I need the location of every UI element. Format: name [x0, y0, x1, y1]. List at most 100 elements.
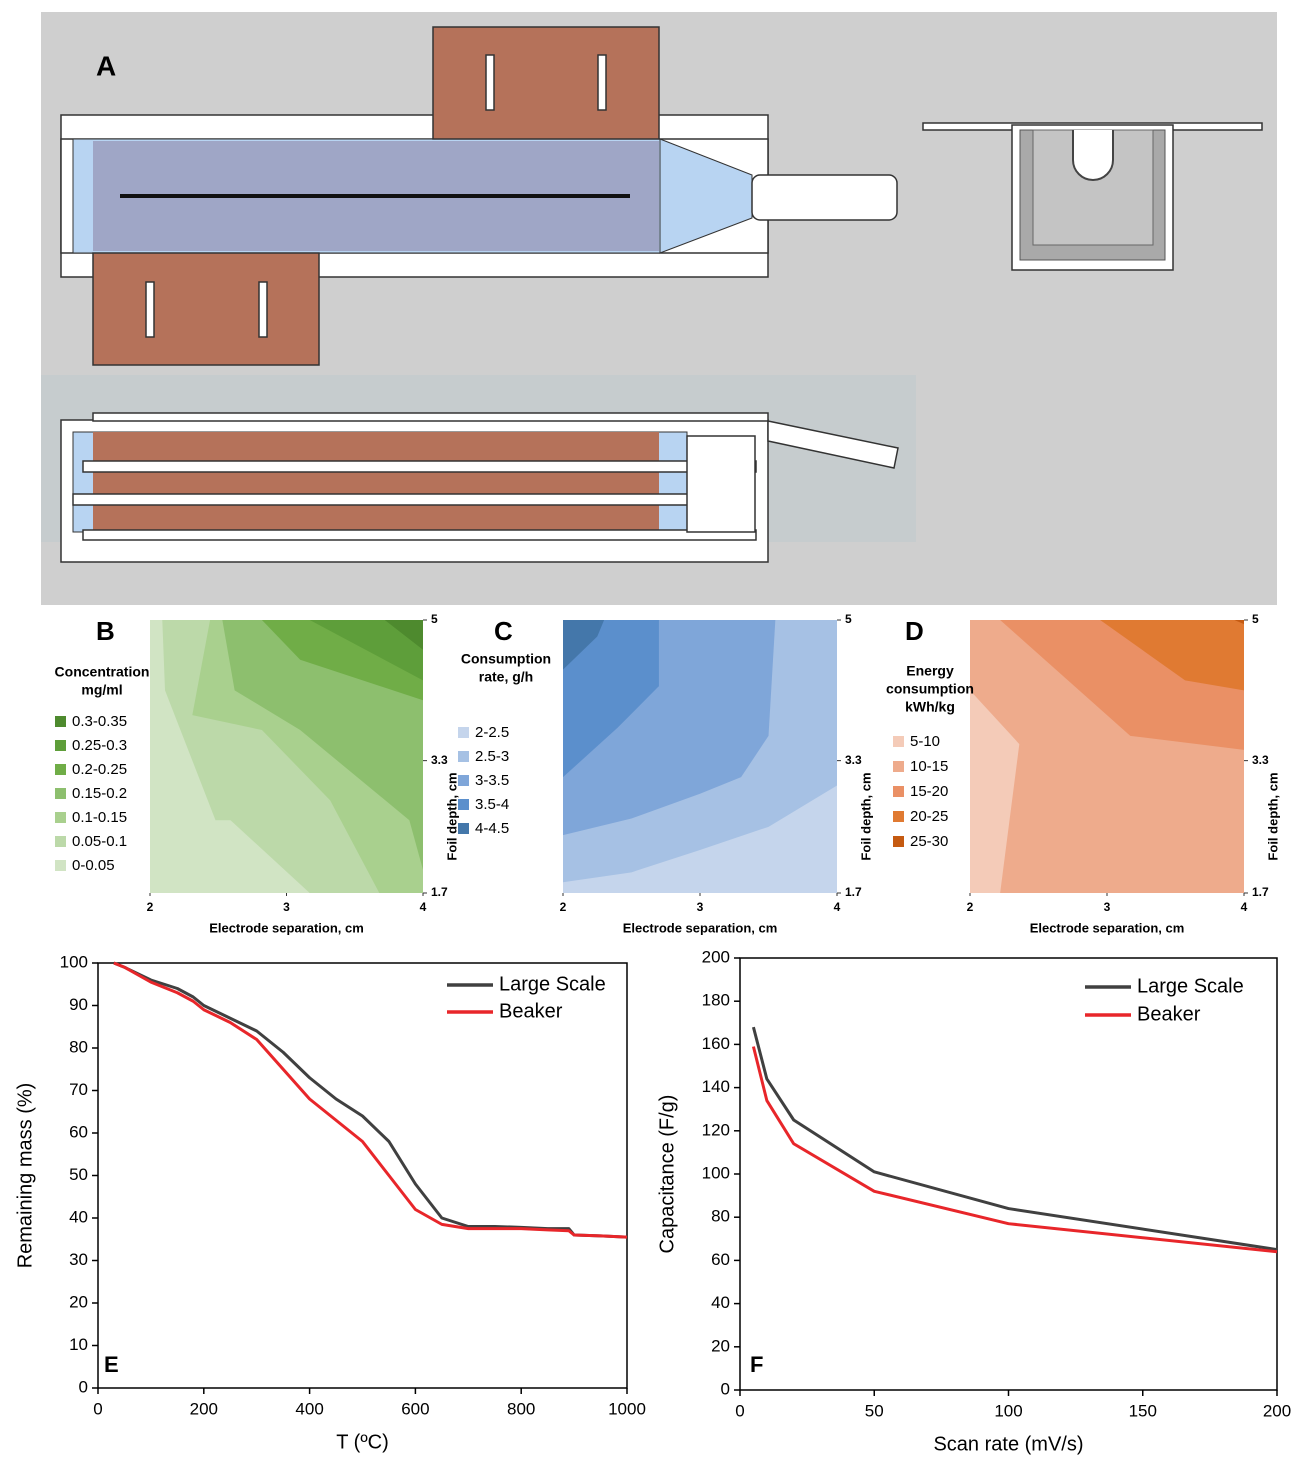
- x-tick-label: 2: [147, 900, 154, 914]
- slot: [486, 55, 494, 110]
- slot: [598, 55, 606, 110]
- x-tick-label: 4: [420, 900, 427, 914]
- x-tick-label: 3: [1104, 900, 1111, 914]
- y-tick-label: 3.3: [1252, 753, 1269, 767]
- data-line: [753, 1047, 1277, 1252]
- legend-label: Beaker: [1137, 1003, 1201, 1025]
- plot-frame: [98, 963, 627, 1388]
- x-axis-label: T (ºC): [336, 1431, 388, 1453]
- y-tick-label: 1.7: [431, 885, 448, 899]
- y-tick-label: 50: [69, 1165, 88, 1184]
- legend-label: Large Scale: [1137, 975, 1244, 997]
- legend-swatch: [458, 775, 469, 786]
- y-tick-label: 100: [60, 952, 88, 971]
- legend-label: Beaker: [499, 1000, 563, 1022]
- legend-title: consumption: [886, 681, 974, 697]
- electrode-bottom: [93, 253, 319, 365]
- legend-label: Large Scale: [499, 973, 606, 995]
- legend-swatch: [458, 727, 469, 738]
- data-line: [753, 1027, 1277, 1249]
- y-axis-label: Foil depth, cm: [444, 772, 459, 860]
- y-tick-label: 80: [711, 1207, 730, 1226]
- legend-label: 3-3.5: [475, 772, 509, 789]
- y-tick-label: 40: [711, 1293, 730, 1312]
- y-tick-label: 3.3: [845, 753, 862, 767]
- panel-label: D: [905, 616, 924, 646]
- slot: [259, 282, 267, 337]
- outlet-pipe: [752, 175, 897, 220]
- legend-label: 25-30: [910, 833, 948, 850]
- y-tick-label: 10: [69, 1335, 88, 1354]
- panel-a-diagram: A: [41, 12, 1277, 605]
- x-tick-label: 200: [190, 1399, 218, 1418]
- legend-swatch: [55, 740, 66, 751]
- y-axis-label: Remaining mass (%): [14, 1083, 36, 1269]
- x-tick-label: 3: [697, 900, 704, 914]
- y-tick-label: 180: [702, 991, 730, 1010]
- legend-swatch: [893, 736, 904, 747]
- legend-title: kWh/kg: [905, 699, 955, 715]
- legend-swatch: [893, 761, 904, 772]
- legend-swatch: [55, 836, 66, 847]
- legend-label: 0.25-0.3: [72, 737, 127, 754]
- side-reservoir: [687, 436, 755, 532]
- legend-label: 20-25: [910, 808, 948, 825]
- y-tick-label: 100: [702, 1163, 730, 1182]
- legend-label: 10-15: [910, 758, 948, 775]
- y-axis-label: Foil depth, cm: [1265, 772, 1280, 860]
- legend-swatch: [893, 811, 904, 822]
- end-channel: [1073, 130, 1113, 180]
- x-tick-label: 4: [834, 900, 841, 914]
- legend-swatch: [458, 823, 469, 834]
- y-tick-label: 200: [702, 947, 730, 966]
- x-tick-label: 600: [401, 1399, 429, 1418]
- y-tick-label: 20: [69, 1292, 88, 1311]
- x-tick-label: 50: [865, 1401, 884, 1420]
- legend-label: 0.2-0.25: [72, 761, 127, 778]
- y-tick-label: 5: [431, 612, 438, 626]
- side-plate: [73, 494, 746, 505]
- legend-title: mg/ml: [81, 682, 122, 698]
- x-tick-label: 4: [1241, 900, 1248, 914]
- y-tick-label: 3.3: [431, 753, 448, 767]
- legend-title: rate, g/h: [479, 669, 533, 685]
- legend-label: 15-20: [910, 783, 948, 800]
- y-tick-label: 5: [1252, 612, 1259, 626]
- side-lid: [93, 413, 768, 421]
- y-tick-label: 70: [69, 1080, 88, 1099]
- panel-label: A: [96, 50, 116, 81]
- x-tick-label: 1000: [608, 1399, 646, 1418]
- legend-label: 5-10: [910, 733, 940, 750]
- y-axis-label: Capacitance (F/g): [656, 1095, 678, 1254]
- panel-label: F: [750, 1352, 763, 1377]
- legend-swatch: [55, 764, 66, 775]
- legend-swatch: [458, 799, 469, 810]
- x-tick-label: 800: [507, 1399, 535, 1418]
- legend-label: 2-2.5: [475, 724, 509, 741]
- x-axis-label: Electrode separation, cm: [1030, 920, 1185, 935]
- side-plate: [83, 530, 756, 540]
- y-tick-label: 30: [69, 1250, 88, 1269]
- y-tick-label: 40: [69, 1207, 88, 1226]
- x-tick-label: 3: [283, 900, 290, 914]
- x-tick-label: 0: [735, 1401, 744, 1420]
- legend-title: Consumption: [461, 651, 551, 667]
- y-tick-label: 120: [702, 1120, 730, 1139]
- legend-label: 0.3-0.35: [72, 713, 127, 730]
- legend-label: 0.05-0.1: [72, 833, 127, 850]
- x-tick-label: 2: [560, 900, 567, 914]
- y-tick-label: 1.7: [1252, 885, 1269, 899]
- x-axis-label: Electrode separation, cm: [623, 920, 778, 935]
- y-tick-label: 20: [711, 1336, 730, 1355]
- slot: [146, 282, 154, 337]
- legend-swatch: [55, 788, 66, 799]
- legend-label: 0.15-0.2: [72, 785, 127, 802]
- x-axis-label: Electrode separation, cm: [209, 920, 364, 935]
- x-tick-label: 400: [295, 1399, 323, 1418]
- x-tick-label: 150: [1129, 1401, 1157, 1420]
- legend-swatch: [458, 751, 469, 762]
- legend-swatch: [893, 836, 904, 847]
- panel-label: B: [96, 616, 115, 646]
- y-tick-label: 1.7: [845, 885, 862, 899]
- y-axis-label: Foil depth, cm: [858, 772, 873, 860]
